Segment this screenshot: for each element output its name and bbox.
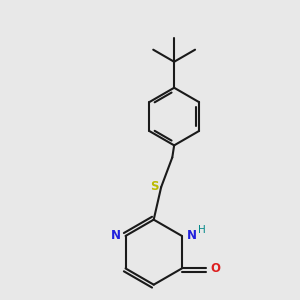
- Text: N: N: [187, 230, 196, 242]
- Text: S: S: [150, 180, 159, 193]
- Text: H: H: [198, 225, 206, 235]
- Text: N: N: [111, 230, 121, 242]
- Text: O: O: [211, 262, 221, 275]
